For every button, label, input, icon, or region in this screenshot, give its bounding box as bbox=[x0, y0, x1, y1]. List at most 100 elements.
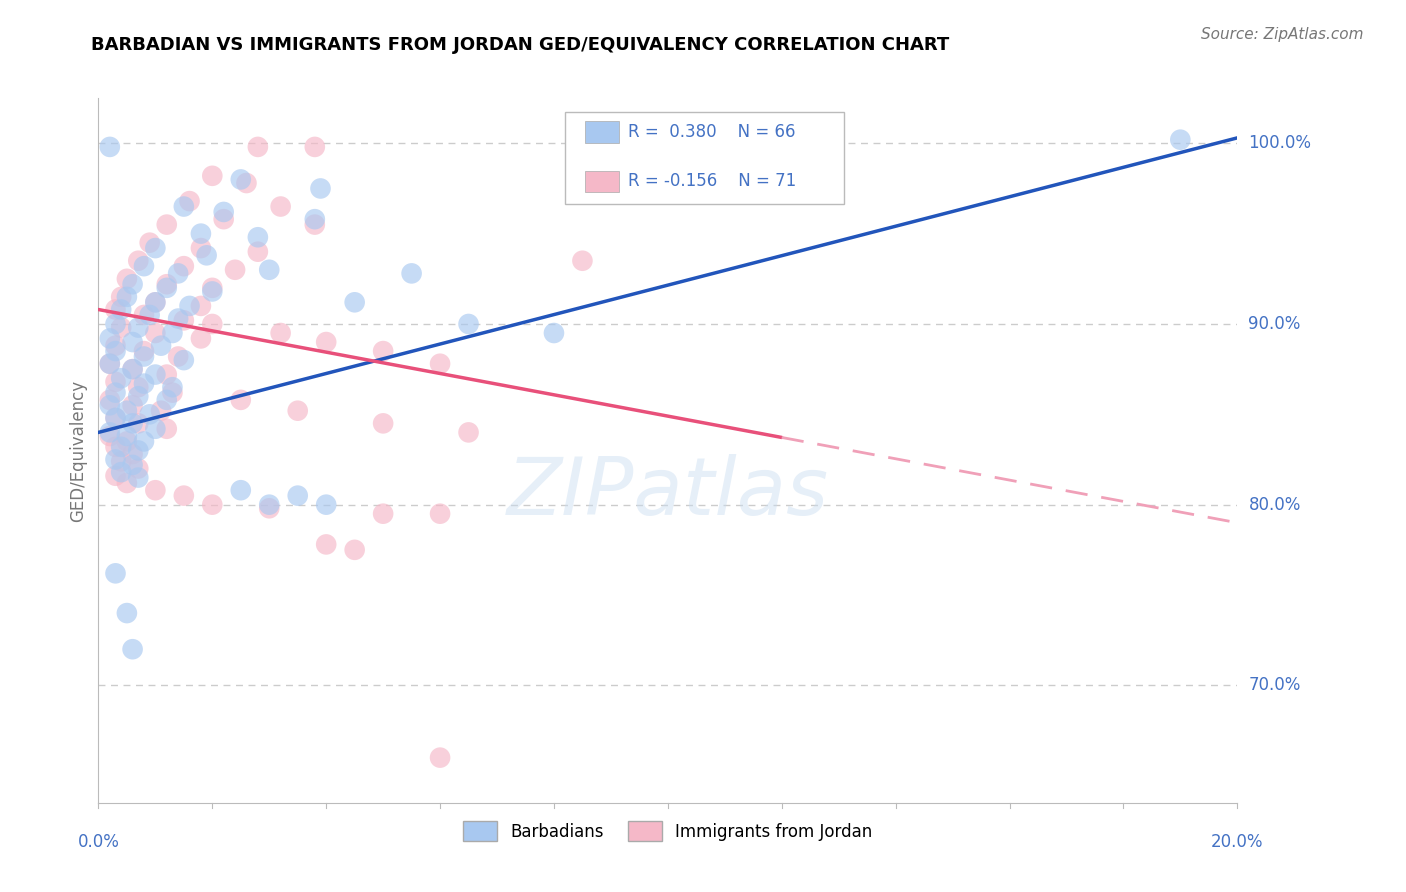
Point bbox=[127, 389, 149, 403]
Point bbox=[304, 140, 326, 154]
Text: Source: ZipAtlas.com: Source: ZipAtlas.com bbox=[1201, 27, 1364, 42]
Point bbox=[201, 498, 224, 512]
Point bbox=[173, 200, 195, 214]
Point bbox=[121, 447, 143, 461]
Point bbox=[132, 344, 155, 359]
Point bbox=[287, 403, 309, 417]
Point bbox=[145, 295, 167, 310]
Point bbox=[401, 266, 423, 280]
Point bbox=[259, 262, 281, 277]
Point bbox=[98, 425, 121, 440]
Point bbox=[246, 140, 269, 154]
Point bbox=[373, 344, 395, 359]
Point bbox=[98, 398, 121, 412]
Point bbox=[110, 320, 132, 334]
Point bbox=[235, 176, 257, 190]
Point bbox=[104, 302, 127, 317]
Point bbox=[156, 218, 179, 232]
Point bbox=[343, 295, 366, 310]
Point bbox=[229, 172, 252, 186]
Point bbox=[156, 422, 179, 436]
Y-axis label: GED/Equivalency: GED/Equivalency bbox=[69, 379, 87, 522]
Point bbox=[173, 259, 195, 273]
Point bbox=[121, 398, 143, 412]
Point bbox=[1170, 133, 1192, 147]
Point bbox=[121, 277, 143, 292]
Text: R = -0.156    N = 71: R = -0.156 N = 71 bbox=[628, 172, 796, 190]
Point bbox=[195, 248, 218, 262]
Legend: Barbadians, Immigrants from Jordan: Barbadians, Immigrants from Jordan bbox=[457, 814, 879, 847]
Point bbox=[229, 392, 252, 407]
Point bbox=[543, 326, 565, 340]
Point bbox=[224, 262, 246, 277]
Point bbox=[98, 429, 121, 443]
Point bbox=[127, 417, 149, 431]
Point bbox=[98, 357, 121, 371]
Point bbox=[457, 317, 479, 331]
Point bbox=[115, 434, 138, 449]
Point bbox=[373, 417, 395, 431]
Point bbox=[167, 350, 190, 364]
Point bbox=[229, 483, 252, 498]
Point bbox=[270, 326, 292, 340]
Point bbox=[309, 181, 332, 195]
FancyBboxPatch shape bbox=[585, 121, 619, 143]
Point bbox=[121, 458, 143, 472]
Point bbox=[162, 326, 184, 340]
Text: R =  0.380    N = 66: R = 0.380 N = 66 bbox=[628, 123, 796, 141]
Point bbox=[115, 429, 138, 443]
Point bbox=[190, 227, 212, 241]
Point bbox=[156, 277, 179, 292]
Point bbox=[571, 253, 593, 268]
Point bbox=[110, 290, 132, 304]
Point bbox=[98, 357, 121, 371]
Point bbox=[145, 483, 167, 498]
Point bbox=[173, 313, 195, 327]
Point bbox=[115, 475, 138, 490]
Point bbox=[212, 212, 235, 227]
Point bbox=[315, 334, 337, 349]
Point bbox=[373, 507, 395, 521]
Point bbox=[110, 371, 132, 385]
Point bbox=[115, 403, 138, 417]
Point bbox=[201, 317, 224, 331]
Point bbox=[429, 507, 451, 521]
Point bbox=[270, 200, 292, 214]
Point bbox=[110, 465, 132, 479]
Point bbox=[127, 443, 149, 458]
Point bbox=[98, 392, 121, 407]
Point bbox=[259, 501, 281, 516]
Point bbox=[121, 362, 143, 376]
Text: ZIPatlas: ZIPatlas bbox=[506, 454, 830, 532]
Point bbox=[259, 498, 281, 512]
Point bbox=[150, 403, 173, 417]
Point bbox=[132, 350, 155, 364]
Point bbox=[104, 375, 127, 389]
Point bbox=[246, 230, 269, 244]
Point bbox=[212, 205, 235, 219]
Point bbox=[110, 440, 132, 454]
Point bbox=[132, 259, 155, 273]
Text: 80.0%: 80.0% bbox=[1249, 496, 1301, 514]
Point bbox=[104, 452, 127, 467]
Point bbox=[343, 542, 366, 557]
Point bbox=[115, 272, 138, 286]
Point bbox=[287, 489, 309, 503]
Point bbox=[190, 241, 212, 255]
Point bbox=[121, 334, 143, 349]
Text: 20.0%: 20.0% bbox=[1211, 833, 1264, 851]
Point bbox=[190, 331, 212, 345]
Point bbox=[98, 140, 121, 154]
Point bbox=[104, 411, 127, 425]
Point bbox=[201, 281, 224, 295]
Point bbox=[173, 489, 195, 503]
Point bbox=[127, 253, 149, 268]
Point bbox=[304, 218, 326, 232]
Point bbox=[110, 302, 132, 317]
Point bbox=[121, 642, 143, 657]
Point bbox=[115, 606, 138, 620]
Point bbox=[156, 368, 179, 382]
Point bbox=[162, 380, 184, 394]
Point bbox=[127, 470, 149, 484]
Point bbox=[429, 357, 451, 371]
